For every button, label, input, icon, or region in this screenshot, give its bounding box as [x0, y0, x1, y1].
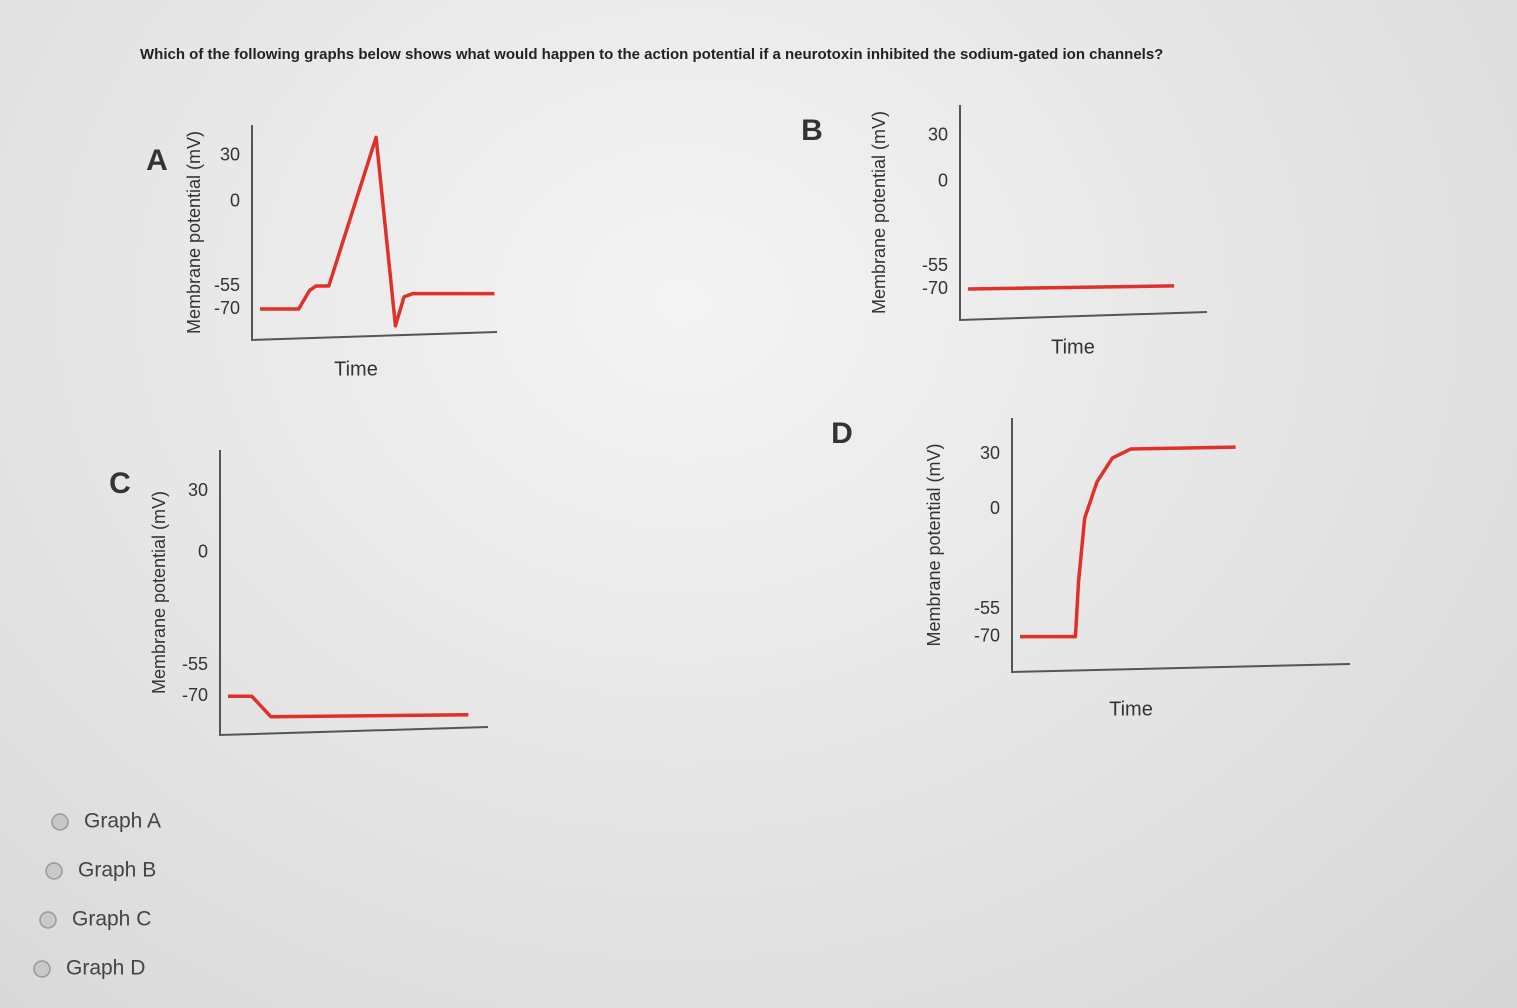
- y-tick-label: -55: [182, 654, 208, 674]
- y-tick-label: -55: [922, 255, 948, 275]
- potential-line: [1020, 445, 1236, 639]
- y-tick-label: 0: [990, 498, 1000, 518]
- y-tick-label: 30: [188, 480, 208, 500]
- option-label[interactable]: Graph B: [78, 859, 156, 882]
- y-tick-label: -55: [974, 598, 1000, 618]
- potential-line: [228, 694, 469, 719]
- x-axis-label: Time: [334, 358, 378, 380]
- graph-letter: D: [831, 417, 853, 450]
- radio-button[interactable]: [45, 862, 63, 880]
- y-tick-label: 30: [928, 124, 948, 144]
- y-tick-label: -70: [214, 298, 240, 318]
- radio-button[interactable]: [51, 813, 69, 831]
- y-tick-label: 0: [938, 170, 948, 190]
- x-axis-label: Time: [1109, 698, 1153, 720]
- radio-button[interactable]: [33, 960, 51, 978]
- option-label[interactable]: Graph C: [72, 908, 151, 931]
- y-tick-label: -55: [214, 275, 240, 295]
- y-axis-label: Membrane potential (mV): [924, 443, 944, 646]
- y-tick-label: 30: [220, 144, 240, 164]
- option-label[interactable]: Graph D: [66, 957, 145, 980]
- axes: [219, 450, 489, 737]
- potential-line: [260, 135, 495, 328]
- y-tick-label: -70: [182, 685, 208, 705]
- axes: [1011, 418, 1351, 674]
- axes: [251, 125, 498, 342]
- option-label[interactable]: Graph A: [84, 810, 161, 833]
- y-tick-label: -70: [974, 625, 1000, 645]
- y-axis-label: Membrane potential (mV): [184, 131, 204, 334]
- graph-letter: A: [146, 144, 168, 177]
- potential-line: [967, 284, 1175, 291]
- x-axis-label: Time: [1051, 336, 1095, 358]
- y-tick-label: 0: [198, 541, 208, 561]
- y-axis-label: Membrane potential (mV): [149, 491, 169, 694]
- y-tick-label: 30: [980, 443, 1000, 463]
- question: Which of the following graphs below show…: [140, 46, 1163, 63]
- y-tick-label: -70: [922, 278, 948, 298]
- radio-button[interactable]: [39, 911, 57, 929]
- y-tick-label: 0: [230, 190, 240, 210]
- graph-letter: C: [109, 467, 131, 500]
- graph-letter: B: [801, 114, 823, 147]
- axes: [959, 105, 1208, 322]
- y-axis-label: Membrane potential (mV): [869, 111, 889, 314]
